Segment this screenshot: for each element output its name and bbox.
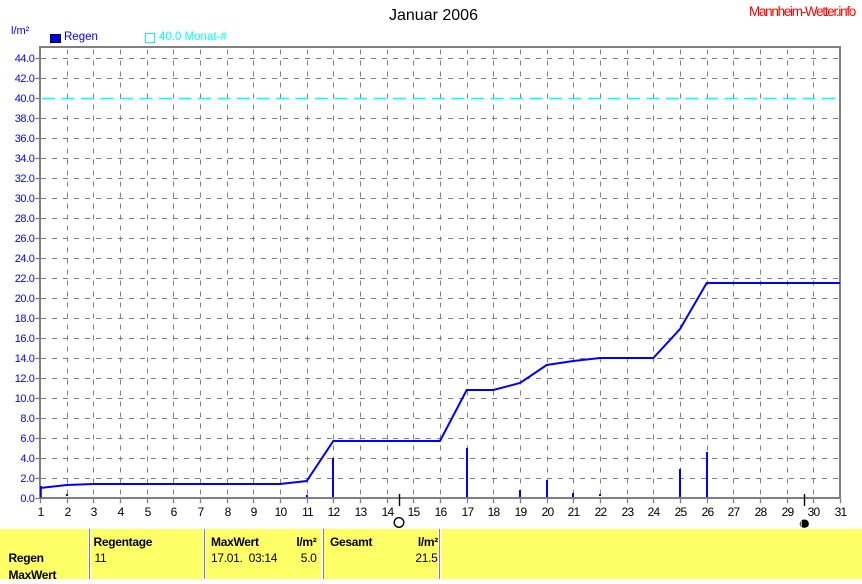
svg-text:34.0: 34.0 <box>15 153 35 165</box>
svg-text:16: 16 <box>435 505 448 519</box>
svg-text:25: 25 <box>675 505 688 519</box>
svg-text:12: 12 <box>328 505 341 519</box>
svg-text:26.0: 26.0 <box>15 233 35 245</box>
svg-text:16.0: 16.0 <box>15 333 35 345</box>
svg-text:15: 15 <box>408 505 421 519</box>
svg-text:40.0: 40.0 <box>15 93 35 105</box>
svg-text:28: 28 <box>755 505 768 519</box>
svg-text:29: 29 <box>782 505 795 519</box>
svg-text:20.0: 20.0 <box>15 293 35 305</box>
svg-text:10: 10 <box>275 505 288 519</box>
svg-text:14: 14 <box>382 505 395 519</box>
svg-text:13: 13 <box>355 505 368 519</box>
svg-text:38.0: 38.0 <box>15 113 35 125</box>
svg-text:4.0: 4.0 <box>20 453 34 465</box>
svg-text:22: 22 <box>595 505 608 519</box>
svg-text:5: 5 <box>145 505 152 519</box>
svg-text:28.0: 28.0 <box>15 213 35 225</box>
svg-text:27: 27 <box>728 505 741 519</box>
svg-text:31: 31 <box>835 505 848 519</box>
svg-text:36.0: 36.0 <box>15 133 35 145</box>
svg-text:14.0: 14.0 <box>15 353 35 365</box>
svg-text:30.0: 30.0 <box>15 193 35 205</box>
svg-text:0.0: 0.0 <box>20 493 34 505</box>
svg-text:6.0: 6.0 <box>20 433 34 445</box>
svg-text:12.0: 12.0 <box>15 373 35 385</box>
svg-text:19: 19 <box>515 505 528 519</box>
svg-text:26: 26 <box>702 505 715 519</box>
svg-text:2: 2 <box>65 505 72 519</box>
svg-text:2.0: 2.0 <box>20 473 34 485</box>
svg-text:22.0: 22.0 <box>15 273 35 285</box>
svg-text:4: 4 <box>118 505 125 519</box>
svg-text:18.0: 18.0 <box>15 313 35 325</box>
svg-text:42.0: 42.0 <box>15 73 35 85</box>
svg-text:21: 21 <box>568 505 581 519</box>
svg-text:3: 3 <box>91 505 98 519</box>
svg-text:44.0: 44.0 <box>15 53 35 65</box>
svg-text:10.0: 10.0 <box>15 393 35 405</box>
svg-text:20: 20 <box>542 505 555 519</box>
svg-text:6: 6 <box>171 505 178 519</box>
svg-text:8: 8 <box>225 505 232 519</box>
svg-text:1: 1 <box>38 505 45 519</box>
svg-text:8.0: 8.0 <box>20 413 34 425</box>
svg-text:9: 9 <box>251 505 258 519</box>
svg-text:30: 30 <box>808 505 821 519</box>
svg-text:11: 11 <box>302 505 314 519</box>
svg-text:7: 7 <box>198 505 205 519</box>
svg-text:32.0: 32.0 <box>15 173 35 185</box>
svg-text:18: 18 <box>488 505 501 519</box>
svg-text:24.0: 24.0 <box>15 253 35 265</box>
svg-text:17: 17 <box>462 505 475 519</box>
svg-text:23: 23 <box>622 505 635 519</box>
svg-text:24: 24 <box>648 505 661 519</box>
